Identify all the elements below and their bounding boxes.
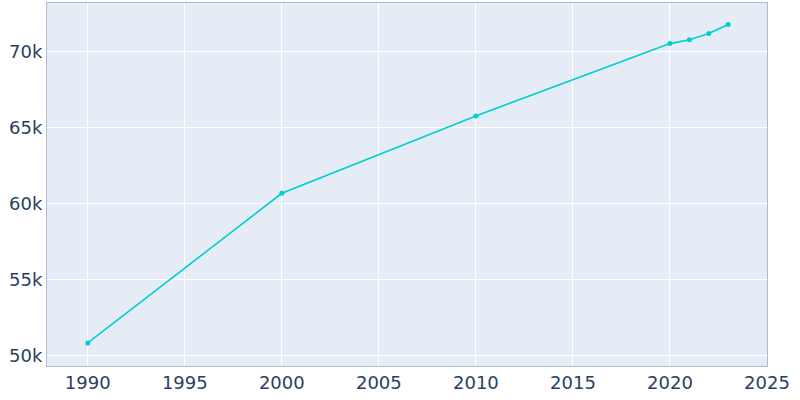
svg-text:50k: 50k [9, 345, 43, 366]
svg-text:65k: 65k [9, 117, 43, 138]
svg-text:60k: 60k [9, 193, 43, 214]
svg-text:70k: 70k [9, 41, 43, 62]
svg-text:55k: 55k [9, 269, 43, 290]
svg-text:2025: 2025 [744, 372, 790, 393]
svg-text:1990: 1990 [65, 372, 111, 393]
svg-text:2015: 2015 [550, 372, 596, 393]
svg-text:2010: 2010 [453, 372, 499, 393]
svg-text:2005: 2005 [356, 372, 402, 393]
svg-text:1995: 1995 [162, 372, 208, 393]
svg-text:2000: 2000 [259, 372, 305, 393]
svg-text:2020: 2020 [647, 372, 693, 393]
